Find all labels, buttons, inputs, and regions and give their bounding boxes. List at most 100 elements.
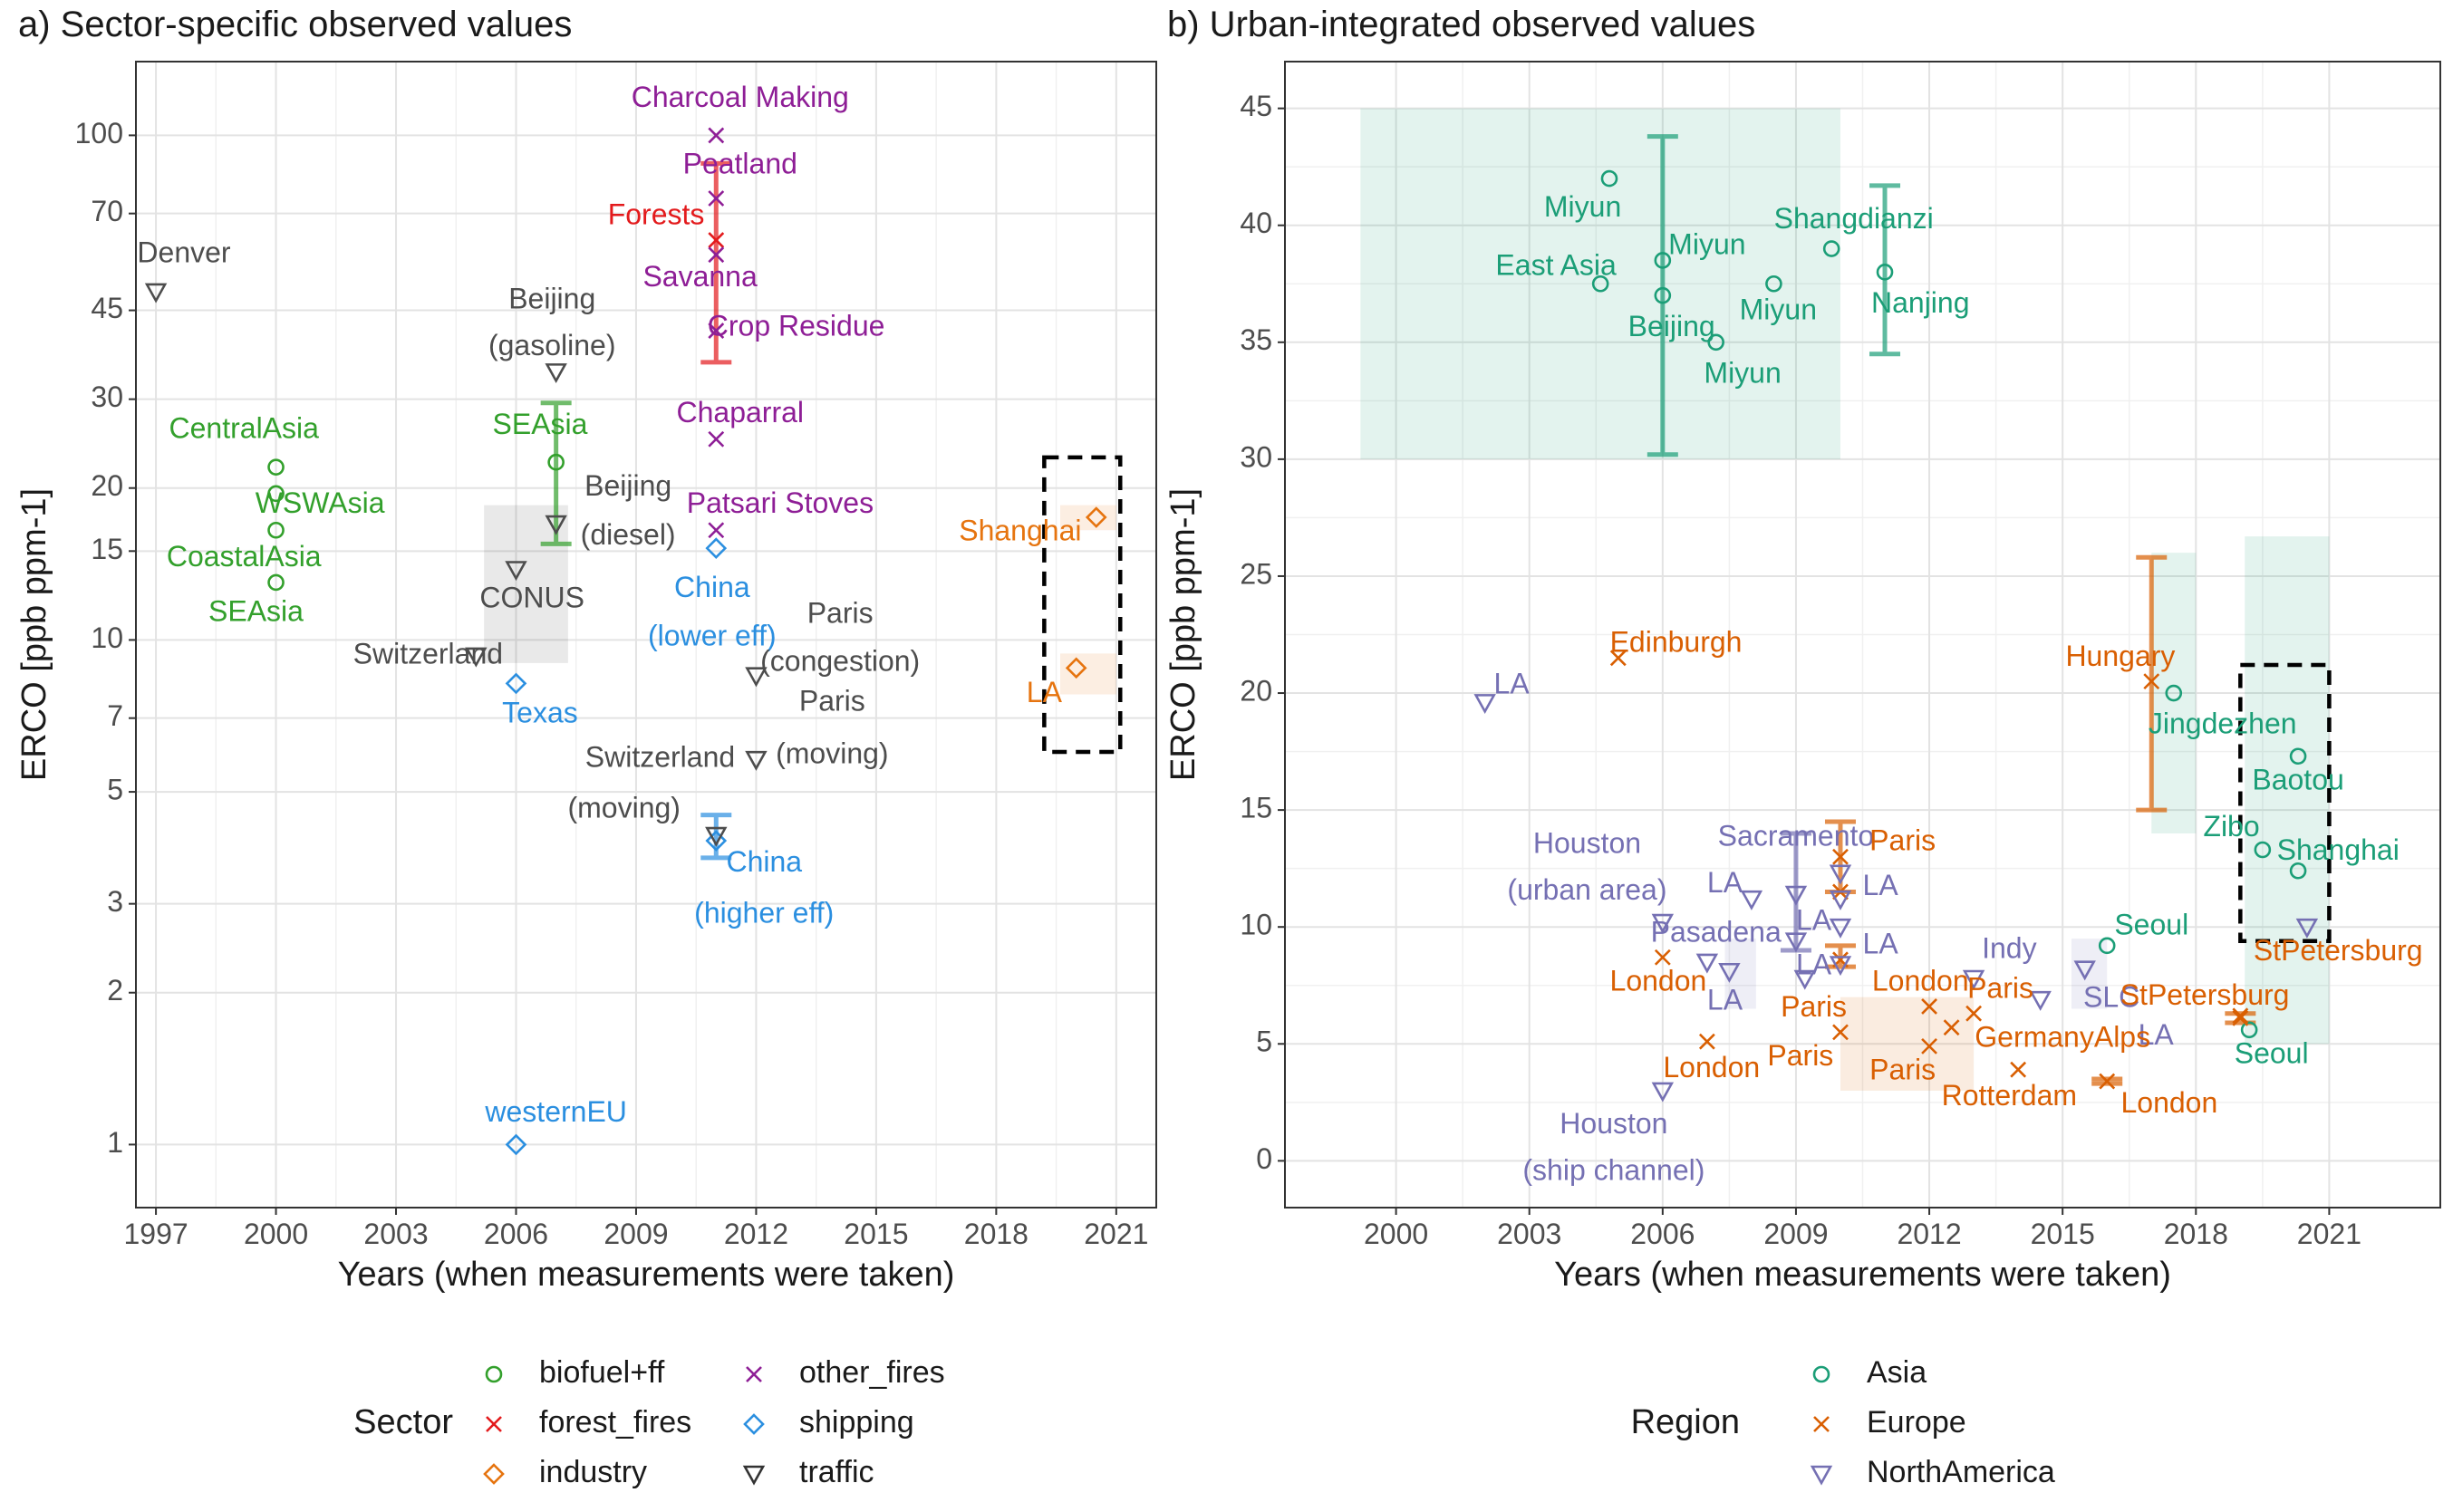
x-tick-label: 2000: [1364, 1218, 1428, 1250]
x-tick-label: 2012: [1897, 1218, 1961, 1250]
point-label: Rotterdam: [1942, 1079, 2077, 1112]
point-label: GermanyAlps: [1975, 1021, 2150, 1054]
y-tick-label: 5: [107, 774, 123, 806]
point-label: Houston: [1560, 1107, 1667, 1140]
plot-area: [136, 62, 1156, 1208]
data-point: [267, 521, 285, 539]
legend-label: NorthAmerica: [1867, 1455, 2055, 1489]
legend-key: [483, 1463, 505, 1485]
legend-label: Europe: [1867, 1405, 1966, 1440]
y-tick-label: 5: [1256, 1026, 1272, 1058]
point-label: Shangdianzi: [1774, 202, 1934, 235]
data-point: [708, 522, 725, 539]
data-point: [1829, 890, 1852, 910]
legend-title: Region: [1631, 1403, 1740, 1441]
data-point: [1784, 932, 1808, 953]
data-point: [1718, 962, 1741, 983]
highlight-box: [1042, 455, 1123, 755]
point-label: StPetersburg: [2120, 978, 2290, 1011]
point-label: Seoul: [2114, 909, 2188, 941]
data-point: [2098, 937, 2116, 955]
data-point: [1784, 885, 1808, 906]
data-point: [708, 430, 725, 448]
shaded-range: [1060, 653, 1116, 695]
point-label: LA: [1796, 903, 1832, 936]
data-point: [708, 232, 725, 248]
y-tick-label: 15: [91, 533, 123, 565]
x-tick-label: 2015: [2031, 1218, 2095, 1250]
point-label: (urban area): [1507, 873, 1666, 906]
legend-key: [746, 1366, 762, 1382]
point-label: Beijing: [508, 282, 595, 314]
point-label: Edinburgh: [1610, 625, 1743, 658]
point-label: Switzerland: [585, 741, 735, 774]
data-point: [2073, 960, 2096, 981]
plot-border: [135, 61, 1157, 1209]
data-point: [1707, 333, 1724, 352]
data-point: [144, 283, 168, 303]
point-label: Forests: [608, 198, 705, 231]
data-point: [708, 190, 725, 207]
point-label: LA: [1707, 983, 1743, 1016]
y-tick-label: 70: [91, 195, 123, 227]
data-point: [267, 458, 285, 476]
point-label: London: [1872, 965, 1969, 997]
legend-key: [742, 1465, 766, 1486]
x-tick-label: 2009: [1763, 1218, 1828, 1250]
point-label: LA: [1707, 866, 1743, 899]
data-point: [1965, 1005, 1983, 1022]
point-label: Paris: [1869, 824, 1936, 857]
legend-title: Sector: [353, 1403, 453, 1441]
legend-label: industry: [539, 1455, 647, 1489]
error-bar: [1869, 183, 1901, 357]
point-label: StPetersburg: [2254, 934, 2423, 967]
point-label: China: [726, 845, 802, 878]
y-axis-title: ERCO [ppb ppm-1]: [15, 488, 53, 781]
point-label: (gasoline): [488, 329, 616, 361]
data-point: [1829, 918, 1852, 939]
point-label: LA: [1494, 668, 1531, 700]
data-point: [2143, 673, 2160, 690]
x-tick-label: 2009: [604, 1218, 668, 1250]
data-point: [1695, 953, 1719, 974]
y-tick-label: 7: [107, 699, 123, 732]
data-point: [705, 826, 728, 847]
point-label: Shanghai: [959, 515, 1081, 547]
data-point: [1740, 890, 1763, 910]
panel-b: Miyun East Asia Miyun Beijing Miyun Miyun Shan…: [1164, 5, 2441, 1294]
data-point: [465, 647, 488, 668]
y-tick-label: 45: [1240, 90, 1272, 122]
data-point: [1765, 274, 1782, 293]
x-tick-label: 2003: [363, 1218, 428, 1250]
point-label: Denver: [137, 236, 231, 269]
data-point: [1651, 1082, 1675, 1103]
point-label: Paris: [1869, 1054, 1936, 1086]
data-point: [1065, 657, 1087, 679]
x-tick-label: 2021: [2297, 1218, 2361, 1250]
y-tick-label: 25: [1240, 557, 1272, 590]
data-point: [1829, 956, 1852, 977]
data-point: [1921, 1037, 1937, 1055]
data-point: [2240, 1021, 2258, 1039]
shaded-range: [1840, 997, 1975, 1091]
legend-region: Region Asia Europe NorthAmerica: [1631, 1355, 2055, 1489]
point-label: China: [674, 571, 750, 603]
y-tick-label: 35: [1240, 323, 1272, 356]
legend-key: [1812, 1365, 1830, 1383]
point-label: Paris: [1967, 971, 2033, 1004]
point-label: London: [2120, 1086, 2217, 1119]
y-tick-label: 100: [75, 117, 123, 149]
legend-label: other_fires: [799, 1355, 945, 1390]
data-point: [505, 1133, 527, 1156]
point-label: SEAsia: [208, 594, 304, 627]
highlight-box: [2238, 662, 2332, 943]
data-point: [2099, 1073, 2116, 1090]
data-point: [2029, 990, 2052, 1011]
point-label: Crop Residue: [708, 310, 885, 342]
data-point: [1600, 169, 1618, 188]
data-point: [267, 573, 285, 592]
data-point: [1654, 252, 1672, 269]
data-point: [708, 246, 725, 264]
error-bar: [1647, 134, 1678, 457]
x-tick-label: 2012: [724, 1218, 788, 1250]
